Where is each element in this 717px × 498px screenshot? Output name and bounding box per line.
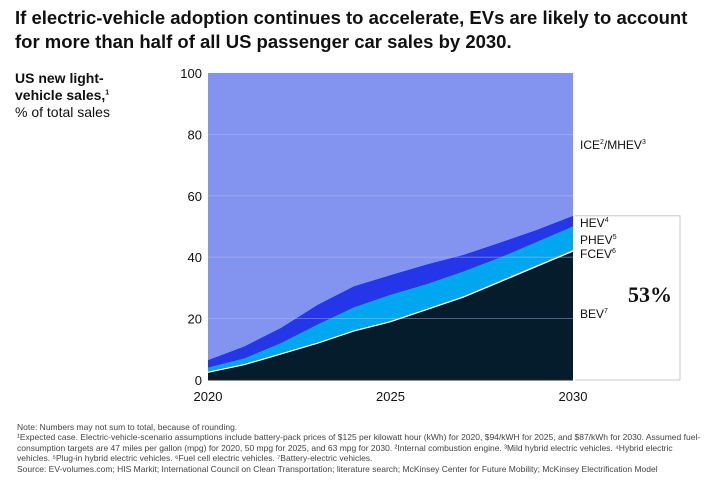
area-ice xyxy=(208,73,573,360)
y-axis-unit: % of total sales xyxy=(15,104,110,120)
area-bev xyxy=(208,251,573,380)
area-hev xyxy=(208,215,573,368)
note-assumptions: ¹Expected case. Electric-vehicle-scenari… xyxy=(17,432,701,464)
series-label-hev: HEV4 xyxy=(580,216,609,230)
footnotes: Note: Numbers may not sum to total, beca… xyxy=(17,422,707,474)
y-tick-label-100: 100 xyxy=(180,66,202,81)
x-tick-label-2020: 2020 xyxy=(194,389,223,404)
y-tick-label-40: 40 xyxy=(188,250,202,265)
x-tick-label-2030: 2030 xyxy=(559,389,588,404)
y-tick-label-60: 60 xyxy=(188,189,202,204)
series-label-bev: BEV7 xyxy=(580,307,608,321)
x-tick-label-2025: 2025 xyxy=(376,389,405,404)
y-tick-label-0: 0 xyxy=(195,373,202,388)
ev-share-callout: 53% xyxy=(628,282,672,307)
y-axis-label-line1: US new light- xyxy=(15,70,104,86)
y-axis-label-footnote: 1 xyxy=(105,89,110,97)
note-source: Source: EV-volumes.com; HIS Markit; Inte… xyxy=(17,463,658,474)
series-label-ice: ICE2/MHEV3 xyxy=(580,138,646,152)
note-rounding: Note: Numbers may not sum to total, beca… xyxy=(17,422,238,432)
y-tick-label-80: 80 xyxy=(188,127,202,142)
series-label-phev: PHEV5 xyxy=(580,233,617,247)
y-axis-label-line2: vehicle sales, xyxy=(15,87,106,103)
bev-boundary-line xyxy=(207,250,574,373)
y-axis-label: US new light- vehicle sales,1 % of total… xyxy=(15,70,165,121)
ev-share-bracket xyxy=(575,215,681,381)
series-label-fcev: FCEV6 xyxy=(580,247,616,261)
area-phev xyxy=(208,226,573,373)
y-tick-label-20: 20 xyxy=(188,312,202,327)
chart-title: If electric-vehicle adoption continues t… xyxy=(15,7,688,52)
